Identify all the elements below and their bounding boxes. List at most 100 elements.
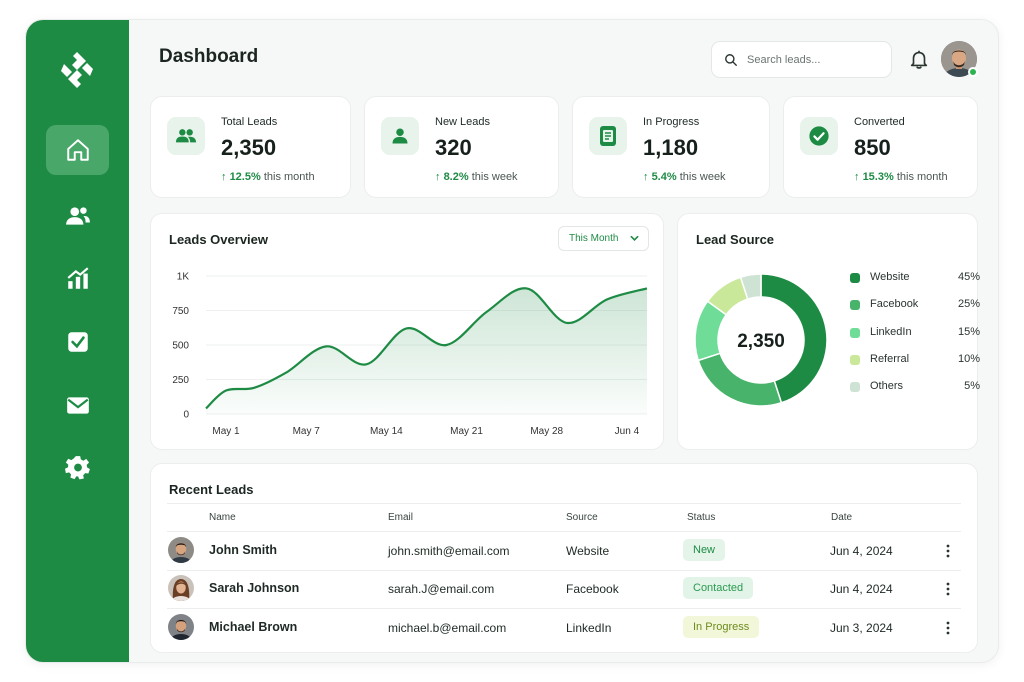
- stat-icon-wrap: [381, 117, 419, 155]
- leads-overview-card: Leads Overview This Month 0 250 500 750 1K Ma…: [150, 213, 664, 450]
- lead-email: john.smith@email.com: [388, 544, 510, 558]
- column-header-email: Email: [388, 512, 413, 523]
- lead-name[interactable]: John Smith: [209, 543, 277, 557]
- users-icon: [65, 203, 91, 229]
- lead-source: Facebook: [566, 582, 619, 596]
- sidebar-item-tasks[interactable]: [46, 317, 109, 367]
- document-icon: [598, 125, 618, 147]
- x-tick-label: May 7: [293, 426, 321, 437]
- status-badge: Contacted: [683, 577, 753, 599]
- y-tick-label: 750: [172, 306, 189, 317]
- divider: [167, 503, 961, 504]
- legend-label: Website: [870, 271, 910, 283]
- logo-icon: [58, 50, 96, 90]
- legend-item: Facebook 25%: [850, 298, 980, 312]
- x-tick-label: May 1: [212, 426, 240, 437]
- check-square-icon: [65, 329, 91, 355]
- search-icon: [724, 53, 738, 67]
- x-tick-label: Jun 4: [615, 426, 640, 437]
- lead-email: michael.b@email.com: [388, 621, 506, 635]
- legend-label: LinkedIn: [870, 326, 912, 338]
- lead-date: Jun 3, 2024: [830, 621, 893, 635]
- search-input[interactable]: [747, 54, 877, 66]
- lead-source: Website: [566, 544, 609, 558]
- stat-period: this week: [680, 171, 726, 183]
- donut-center-label: 2,350: [737, 331, 785, 352]
- search-box[interactable]: [711, 41, 892, 78]
- y-tick-label: 1K: [177, 272, 190, 283]
- pie-slice: [698, 353, 781, 406]
- avatar: [168, 537, 194, 563]
- bell-icon[interactable]: [908, 48, 930, 70]
- more-options-icon[interactable]: [941, 582, 955, 596]
- stat-card-in-progress: In Progress 1,180 ↑ 5.4% this week: [572, 96, 770, 198]
- divider: [167, 570, 961, 571]
- home-icon: [65, 137, 91, 163]
- x-tick-label: May 14: [370, 426, 403, 437]
- stat-value: 320: [435, 135, 472, 161]
- legend-item: Referral 10%: [850, 353, 980, 367]
- column-header-name: Name: [209, 512, 236, 523]
- x-tick-label: May 28: [530, 426, 563, 437]
- legend-swatch: [850, 382, 860, 392]
- stat-label: New Leads: [435, 116, 490, 128]
- sidebar-item-leads[interactable]: [46, 191, 109, 241]
- legend-value: 10%: [958, 353, 980, 365]
- stat-delta-percent: 8.2%: [444, 171, 469, 183]
- stat-delta: ↑ 15.3% this month: [854, 171, 948, 183]
- stat-delta: ↑ 5.4% this week: [643, 171, 726, 183]
- stat-icon-wrap: [800, 117, 838, 155]
- y-tick-label: 500: [172, 341, 189, 352]
- column-header-status: Status: [687, 512, 715, 523]
- online-status-indicator: [968, 67, 978, 77]
- stat-delta: ↑ 12.5% this month: [221, 171, 315, 183]
- lead-source: LinkedIn: [566, 621, 611, 635]
- stat-card-total-leads: Total Leads 2,350 ↑ 12.5% this month: [150, 96, 351, 198]
- y-tick-label: 250: [172, 375, 189, 386]
- lead-source-chart: 2,350: [678, 214, 838, 451]
- sidebar-item-home[interactable]: [46, 125, 109, 175]
- avatar: [168, 614, 194, 640]
- stat-card-converted: Converted 850 ↑ 15.3% this month: [783, 96, 978, 198]
- column-header-date: Date: [831, 512, 852, 523]
- lead-source-card: Lead Source 2,350 Website 45% Facebook 25% L…: [677, 213, 978, 450]
- lead-name[interactable]: Sarah Johnson: [209, 581, 299, 595]
- lead-date: Jun 4, 2024: [830, 544, 893, 558]
- legend-item: LinkedIn 15%: [850, 326, 980, 340]
- stat-value: 850: [854, 135, 891, 161]
- sidebar-item-messages[interactable]: [46, 380, 109, 430]
- series-area: [206, 288, 647, 414]
- stat-delta-percent: 5.4%: [652, 171, 677, 183]
- legend-item: Others 5%: [850, 380, 980, 394]
- legend-swatch: [850, 328, 860, 338]
- sidebar-item-settings[interactable]: [46, 442, 109, 492]
- sidebar-item-analytics[interactable]: [46, 254, 109, 304]
- x-tick-label: May 21: [450, 426, 483, 437]
- recent-leads-title: Recent Leads: [169, 482, 254, 497]
- main-content: Dashboard Total Leads 2,350 ↑ 12.: [129, 20, 998, 662]
- legend-swatch: [850, 273, 860, 283]
- stat-delta-percent: 15.3%: [863, 171, 894, 183]
- page-title: Dashboard: [159, 46, 258, 68]
- more-options-icon[interactable]: [941, 544, 955, 558]
- stat-label: In Progress: [643, 116, 699, 128]
- legend-swatch: [850, 355, 860, 365]
- legend-swatch: [850, 300, 860, 310]
- status-badge: New: [683, 539, 725, 561]
- lead-email: sarah.J@email.com: [388, 582, 494, 596]
- legend-value: 15%: [958, 326, 980, 338]
- more-options-icon[interactable]: [941, 621, 955, 635]
- stat-label: Converted: [854, 116, 905, 128]
- sidebar: [26, 20, 129, 662]
- arrow-up-icon: ↑: [435, 171, 441, 183]
- stat-value: 2,350: [221, 135, 276, 161]
- leads-overview-chart: 0 250 500 750 1K May 1 May 7 May 14 May 21 May 28…: [151, 214, 665, 451]
- recent-leads-card: Recent Leads Name Email Source Status Da…: [150, 463, 978, 653]
- legend-item: Website 45%: [850, 271, 980, 285]
- legend-label: Facebook: [870, 298, 918, 310]
- lead-name[interactable]: Michael Brown: [209, 620, 297, 634]
- app-window: Dashboard Total Leads 2,350 ↑ 12.: [25, 19, 999, 663]
- stat-icon-wrap: [589, 117, 627, 155]
- legend-label: Others: [870, 380, 903, 392]
- stat-label: Total Leads: [221, 116, 277, 128]
